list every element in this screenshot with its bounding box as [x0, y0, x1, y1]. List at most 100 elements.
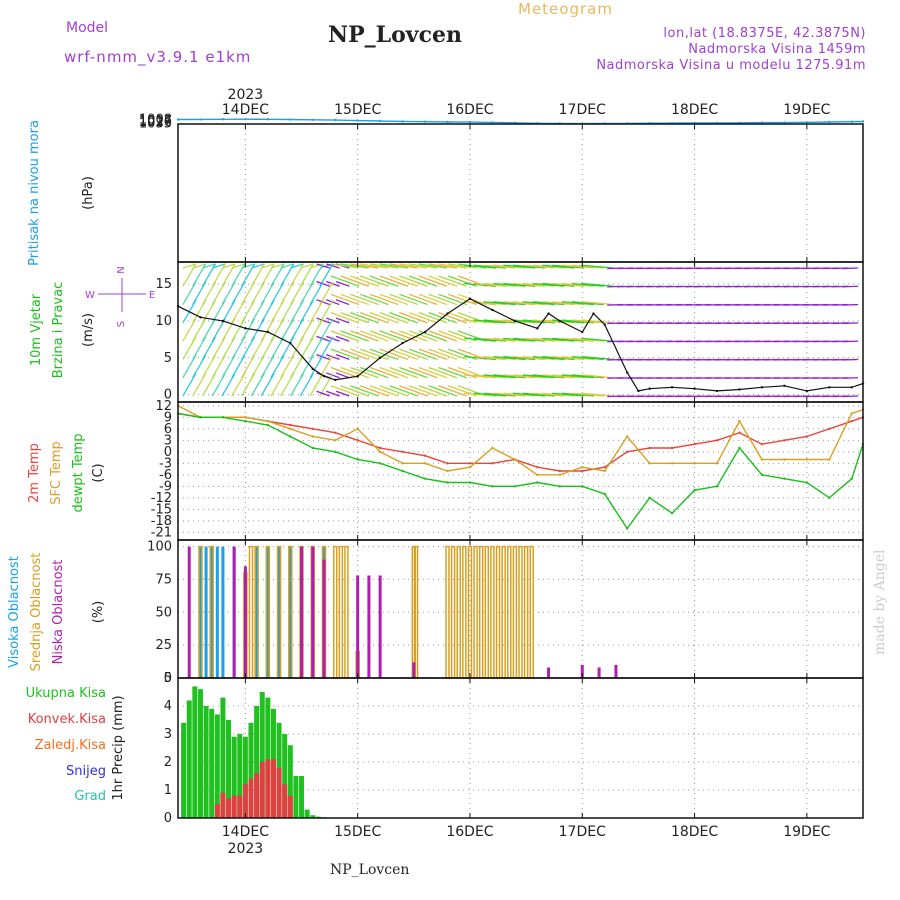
data-point — [536, 327, 539, 330]
wind-barb — [211, 281, 226, 305]
cloud-bar — [332, 545, 338, 679]
precip-bar — [203, 706, 209, 818]
wind-barb — [241, 354, 256, 379]
wind-barb — [389, 263, 418, 269]
data-point — [783, 477, 786, 480]
data-point — [311, 435, 314, 438]
precip-bar — [254, 773, 260, 818]
wind-barb — [182, 354, 197, 379]
wind-barb — [335, 335, 350, 342]
wind-barb — [202, 263, 216, 269]
data-point — [378, 446, 382, 450]
wind-barb — [513, 337, 546, 342]
wind-barb — [483, 392, 516, 397]
wind-barb — [221, 263, 236, 269]
wind-barb — [211, 373, 226, 397]
data-point — [783, 121, 786, 124]
wind-barb — [211, 318, 226, 342]
cloud-bar — [378, 575, 382, 678]
precip-legend-label: Snijeg — [66, 764, 106, 779]
wind-barb — [201, 336, 217, 360]
wind-barb — [473, 264, 506, 269]
data-point — [513, 485, 517, 488]
wind-barb — [350, 348, 379, 361]
precip-bar — [259, 692, 265, 818]
data-point — [446, 312, 449, 315]
wind-barb — [418, 348, 448, 361]
wind-barb — [289, 354, 305, 379]
wind-barb — [379, 311, 409, 324]
cloud-bar — [338, 545, 344, 679]
wind-barb — [250, 281, 265, 305]
wind-barb — [280, 354, 295, 379]
cloud-bar — [198, 546, 202, 678]
wind-barb — [503, 319, 536, 324]
data-point — [289, 118, 292, 121]
data-point — [805, 121, 809, 124]
wind-barb — [201, 281, 217, 305]
data-point — [289, 341, 292, 345]
wind-barb — [842, 322, 859, 325]
wind-barb — [231, 336, 246, 360]
precip-bar — [265, 697, 271, 818]
wind-barb — [379, 275, 409, 287]
wind-barb — [379, 385, 409, 397]
data-point — [199, 316, 202, 319]
data-point — [861, 120, 865, 123]
wind-barb — [270, 373, 285, 397]
wind-barb — [359, 366, 389, 379]
wind-barb — [408, 275, 438, 287]
wind-barb — [192, 281, 207, 305]
lonlat-label: lon,lat (18.8375E, 42.3875N) — [663, 26, 866, 41]
wind-barb — [389, 330, 418, 342]
cloud-bar — [580, 664, 584, 678]
wind-barb — [369, 330, 399, 342]
cloud-bar — [478, 545, 484, 679]
wind-barb — [438, 348, 467, 361]
wind-barb — [542, 374, 575, 379]
data-point — [805, 389, 809, 393]
wind-barb — [473, 392, 506, 397]
data-point — [536, 473, 539, 477]
wind-barb — [418, 366, 448, 379]
precip-bar — [237, 734, 243, 818]
wind-barb — [513, 392, 546, 397]
wind-barb — [309, 318, 324, 342]
wind-barb — [399, 330, 428, 342]
data-point — [334, 378, 337, 382]
cloud-bar — [367, 575, 371, 678]
data-point — [289, 435, 292, 438]
wind-barb — [571, 301, 604, 306]
wind-barb — [360, 263, 389, 269]
wind-barb — [399, 348, 428, 361]
data-point — [738, 419, 741, 423]
x-tick-label-bottom: 16DEC — [446, 824, 493, 840]
data-point — [334, 118, 337, 122]
data-point — [199, 416, 202, 419]
wind-barb — [842, 395, 859, 398]
wind-barb — [464, 319, 497, 324]
wind-barb — [473, 355, 506, 361]
wind-barb — [369, 293, 399, 306]
data-point — [805, 458, 809, 461]
data-point — [356, 458, 359, 461]
wind-barb — [201, 300, 217, 324]
wind-barb — [522, 264, 555, 269]
data-point — [289, 427, 292, 431]
y-axis-label: Visoka Oblacnost — [7, 556, 22, 668]
data-point — [693, 387, 696, 390]
wind-barb — [369, 366, 399, 379]
wind-barb — [335, 299, 350, 306]
data-point — [356, 119, 359, 122]
y-axis-label: (%) — [91, 601, 106, 624]
series-line-2m-temp — [177, 412, 864, 472]
year-label-bottom: 2023 — [228, 841, 264, 857]
data-point — [558, 319, 562, 323]
precip-bar — [282, 784, 288, 818]
wind-barb — [270, 281, 285, 305]
wind-barb — [182, 373, 197, 397]
precip-bar — [231, 795, 237, 818]
compass-w: W — [85, 290, 95, 301]
wind-barb — [182, 318, 197, 342]
wind-barb — [389, 275, 418, 287]
